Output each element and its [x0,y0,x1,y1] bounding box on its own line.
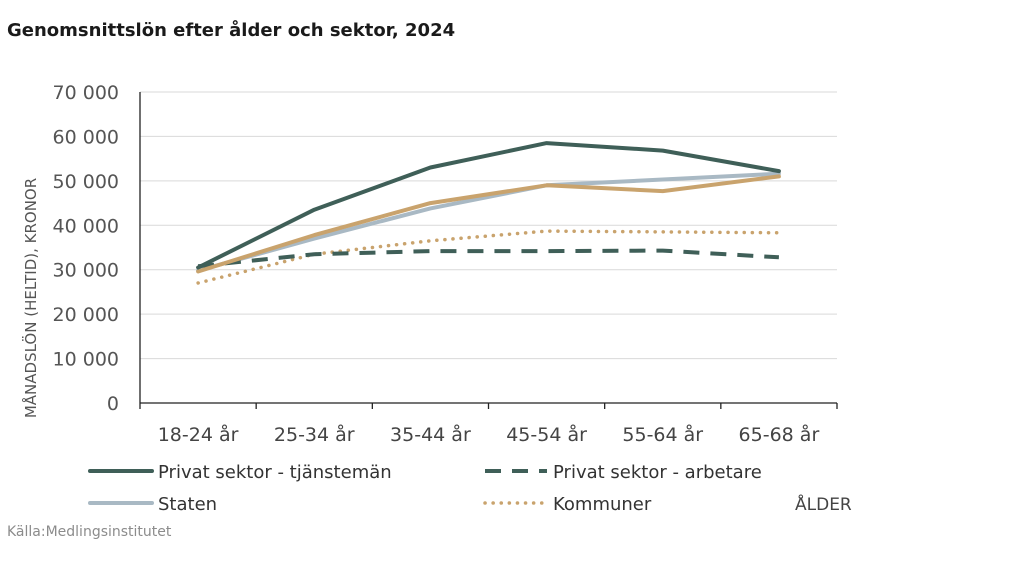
legend: Privat sektor - tjänstemän Privat sektor … [88,462,762,515]
y-tick-label: 70 000 [53,82,119,104]
y-tick-label: 20 000 [53,304,119,326]
chart-title: Genomsnittslön efter ålder och sektor, 2… [7,20,456,41]
x-tick-label: 25-34 år [274,423,355,446]
series-line-5 [196,174,781,274]
series-line-3 [196,171,781,273]
y-tick-label: 60 000 [53,126,119,148]
axes [139,92,838,409]
series-line-2 [197,248,780,269]
y-tick-label: 50 000 [53,171,119,193]
x-tick-label: 18-24 år [158,423,239,446]
source-note: Källa:Medlingsinstitutet [7,524,172,540]
legend-label: Kommuner [553,494,652,515]
x-tick-label: 55-64 år [622,423,703,446]
y-tick-labels: 0 10 000 20 000 30 000 40 000 50 000 60 000 70 … [53,82,119,415]
y-tick-label: 0 [107,393,119,415]
y-tick-label: 40 000 [53,215,119,237]
y-tick-label: 10 000 [53,349,119,371]
series-lines [196,141,781,285]
series-line-1 [196,141,781,270]
x-tick-label: 65-68 år [739,423,820,446]
y-axis-label: MÅNADSLÖN (HELTID), KRONOR [21,178,40,418]
legend-label: Privat sektor - arbetare [553,462,762,483]
x-tick-label: 35-44 år [390,423,471,446]
x-tick-labels: 18-24 år 25-34 år 35-44 år 45-54 år 55-64 år… [158,423,820,446]
x-axis-label: ÅLDER [795,493,852,515]
legend-label: Staten [158,494,217,515]
y-tick-label: 30 000 [53,260,119,282]
legend-label: Privat sektor - tjänstemän [158,462,392,483]
x-tick-label: 45-54 år [506,423,587,446]
grid-lines [140,91,837,360]
